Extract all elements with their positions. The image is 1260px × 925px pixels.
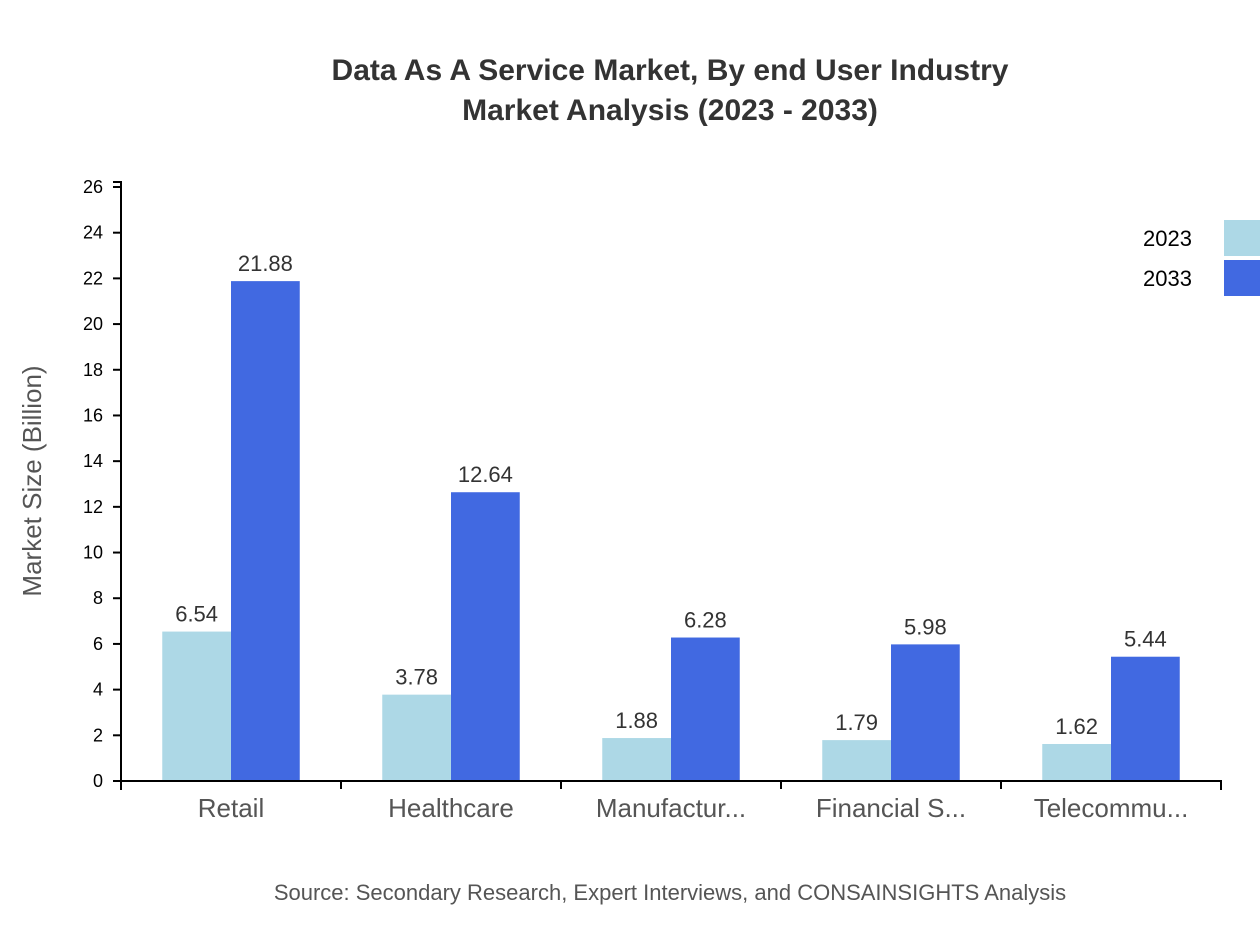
legend-label: 2033 xyxy=(1143,266,1192,291)
y-tick-label: 0 xyxy=(93,771,103,791)
y-axis-line xyxy=(113,181,122,782)
chart-title: Data As A Service Market, By end User In… xyxy=(332,54,1009,87)
y-tick-label: 16 xyxy=(83,405,103,425)
data-label: 1.79 xyxy=(835,710,878,735)
data-label: 1.62 xyxy=(1055,714,1098,739)
y-tick-label: 20 xyxy=(83,314,103,334)
legend-swatch-2023 xyxy=(1224,220,1260,256)
y-tick-label: 14 xyxy=(83,451,103,471)
data-label: 6.54 xyxy=(175,602,218,627)
bar-2023 xyxy=(602,738,671,781)
data-label: 12.64 xyxy=(458,462,513,487)
data-label: 5.98 xyxy=(904,614,947,639)
y-axis-label: Market Size (Billion) xyxy=(17,365,47,596)
x-tick-label: Manufactur... xyxy=(596,793,746,823)
bar-2023 xyxy=(1042,743,1111,781)
y-tick-label: 22 xyxy=(83,268,103,288)
data-label: 21.88 xyxy=(238,251,293,276)
y-tick-label: 24 xyxy=(83,223,103,243)
data-label: 3.78 xyxy=(395,665,438,690)
x-tick-label: Retail xyxy=(198,793,264,823)
bar-2033 xyxy=(231,281,300,781)
bar-2033 xyxy=(451,492,520,781)
y-tick-label: 18 xyxy=(83,360,103,380)
y-tick-label: 8 xyxy=(93,588,103,608)
x-tick-label: Telecommu... xyxy=(1034,793,1189,823)
y-tick-label: 12 xyxy=(83,497,103,517)
bar-2023 xyxy=(382,694,451,781)
data-label: 6.28 xyxy=(684,608,727,633)
y-tick-label: 2 xyxy=(93,725,103,745)
legend-swatch-2033 xyxy=(1224,260,1260,296)
x-axis-line xyxy=(120,780,1222,790)
bar-2033 xyxy=(891,644,960,781)
y-tick-label: 26 xyxy=(83,177,103,197)
x-tick-label: Healthcare xyxy=(388,793,514,823)
y-tick-label: 10 xyxy=(83,543,103,563)
y-tick-label: 6 xyxy=(93,634,103,654)
bar-2033 xyxy=(1111,656,1180,781)
data-label: 5.44 xyxy=(1124,627,1167,652)
bar-2023 xyxy=(162,631,231,781)
legend: 2023 2033 xyxy=(1143,220,1260,296)
x-tick-label: Financial S... xyxy=(816,793,966,823)
data-label: 1.88 xyxy=(615,708,658,733)
bar-2023 xyxy=(822,740,891,781)
legend-label: 2023 xyxy=(1143,226,1192,251)
plot-area: 6.54 21.88 Retail 3.78 12.64 Healthcare 1.88 6.… xyxy=(83,177,1222,823)
source-note: Source: Secondary Research, Expert Inter… xyxy=(274,880,1066,905)
chart-subtitle: Market Analysis (2023 - 2033) xyxy=(462,94,878,127)
bar-2033 xyxy=(671,637,740,781)
y-tick-label: 4 xyxy=(93,680,103,700)
